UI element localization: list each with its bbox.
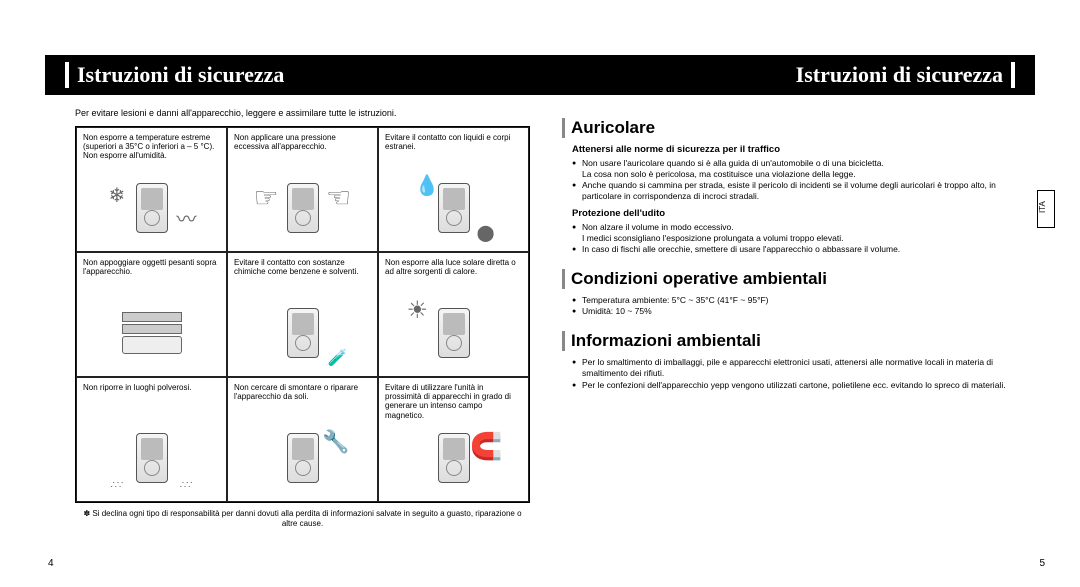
right-page: Auricolare Attenersi alle norme di sicur…	[562, 118, 1017, 391]
grid-cell: Evitare il contatto con sostanze chimich…	[227, 252, 378, 377]
subtitle-traffic: Attenersi alle norme di sicurezza per il…	[572, 144, 1017, 155]
cell-text: Evitare il contatto con liquidi e corpi …	[385, 133, 522, 151]
cell-illustration-magnet: 🧲	[409, 423, 499, 493]
cell-illustration-disassemble: 🔧	[258, 423, 348, 493]
cell-illustration-temperature: ❄〰	[107, 173, 197, 243]
cell-text: Non riporre in luoghi polverosi.	[83, 383, 220, 392]
header-title-left: Istruzioni di sicurezza	[65, 62, 284, 88]
cell-text: Non appoggiare oggetti pesanti sopra l'a…	[83, 258, 220, 276]
cell-text: Non applicare una pressione eccessiva al…	[234, 133, 371, 151]
left-page: Per evitare lesioni e danni all'apparecc…	[75, 108, 530, 528]
header-title-right: Istruzioni di sicurezza	[796, 62, 1015, 88]
grid-cell: Evitare di utilizzare l'unità in prossim…	[378, 377, 529, 502]
bullet-sub: La cosa non solo è pericolosa, ma costit…	[582, 169, 1017, 180]
cell-illustration-sun: ☀	[409, 298, 499, 368]
cell-text: Non cercare di smontare o riparare l'app…	[234, 383, 371, 401]
page-number-left: 4	[48, 558, 54, 569]
bullet-item: Temperatura ambiente: 5°C ~ 35°C (41°F ~…	[572, 295, 1017, 306]
cell-text: Non esporre alla luce solare diretta o a…	[385, 258, 522, 276]
grid-cell: Non appoggiare oggetti pesanti sopra l'a…	[76, 252, 227, 377]
cell-text: Evitare il contatto con sostanze chimich…	[234, 258, 371, 276]
language-tab: ITA	[1037, 190, 1055, 228]
bullet-item: In caso di fischi alle orecchie, smetter…	[572, 244, 1017, 255]
bullet-item: Non usare l'auricolare quando si è alla …	[572, 158, 1017, 169]
cell-illustration-dust: ∴∵∴∵	[107, 423, 197, 493]
grid-cell: Non esporre a temperature estreme (super…	[76, 127, 227, 252]
cell-text: Evitare di utilizzare l'unità in prossim…	[385, 383, 522, 420]
section-title-environment: Informazioni ambientali	[562, 331, 1017, 351]
bullet-item: Umidità: 10 ~ 75%	[572, 306, 1017, 317]
grid-cell: Non applicare una pressione eccessiva al…	[227, 127, 378, 252]
bullet-item: Per le confezioni dell'apparecchio yepp …	[572, 380, 1017, 391]
cell-illustration-heavy	[107, 298, 197, 368]
intro-text: Per evitare lesioni e danni all'apparecc…	[75, 108, 530, 118]
grid-cell: Non esporre alla luce solare diretta o a…	[378, 252, 529, 377]
section-title-earphone: Auricolare	[562, 118, 1017, 138]
grid-cell: Non riporre in luoghi polverosi. ∴∵∴∵	[76, 377, 227, 502]
bullet-item: Non alzare il volume in modo eccessivo.	[572, 222, 1017, 233]
cell-illustration-chemical: 🧪	[258, 298, 348, 368]
page-number-right: 5	[1039, 558, 1045, 569]
section-title-operating: Condizioni operative ambientali	[562, 269, 1017, 289]
bullet-item: Per lo smaltimento di imballaggi, pile e…	[572, 357, 1017, 379]
cell-illustration-liquid: 💧⬤	[409, 173, 499, 243]
grid-cell: Evitare il contatto con liquidi e corpi …	[378, 127, 529, 252]
cell-text: Non esporre a temperature estreme (super…	[83, 133, 220, 161]
bullet-item: Anche quando si cammina per strada, esis…	[572, 180, 1017, 202]
safety-grid: Non esporre a temperature estreme (super…	[75, 126, 530, 503]
grid-cell: Non cercare di smontare o riparare l'app…	[227, 377, 378, 502]
subtitle-hearing: Protezione dell'udito	[572, 208, 1017, 219]
bullet-sub: I medici sconsigliano l'esposizione prol…	[582, 233, 1017, 244]
footnote: ✽ Si declina ogni tipo di responsabilità…	[75, 509, 530, 528]
header-bar: Istruzioni di sicurezza Istruzioni di si…	[45, 55, 1035, 95]
cell-illustration-pressure: ☞☞	[258, 173, 348, 243]
